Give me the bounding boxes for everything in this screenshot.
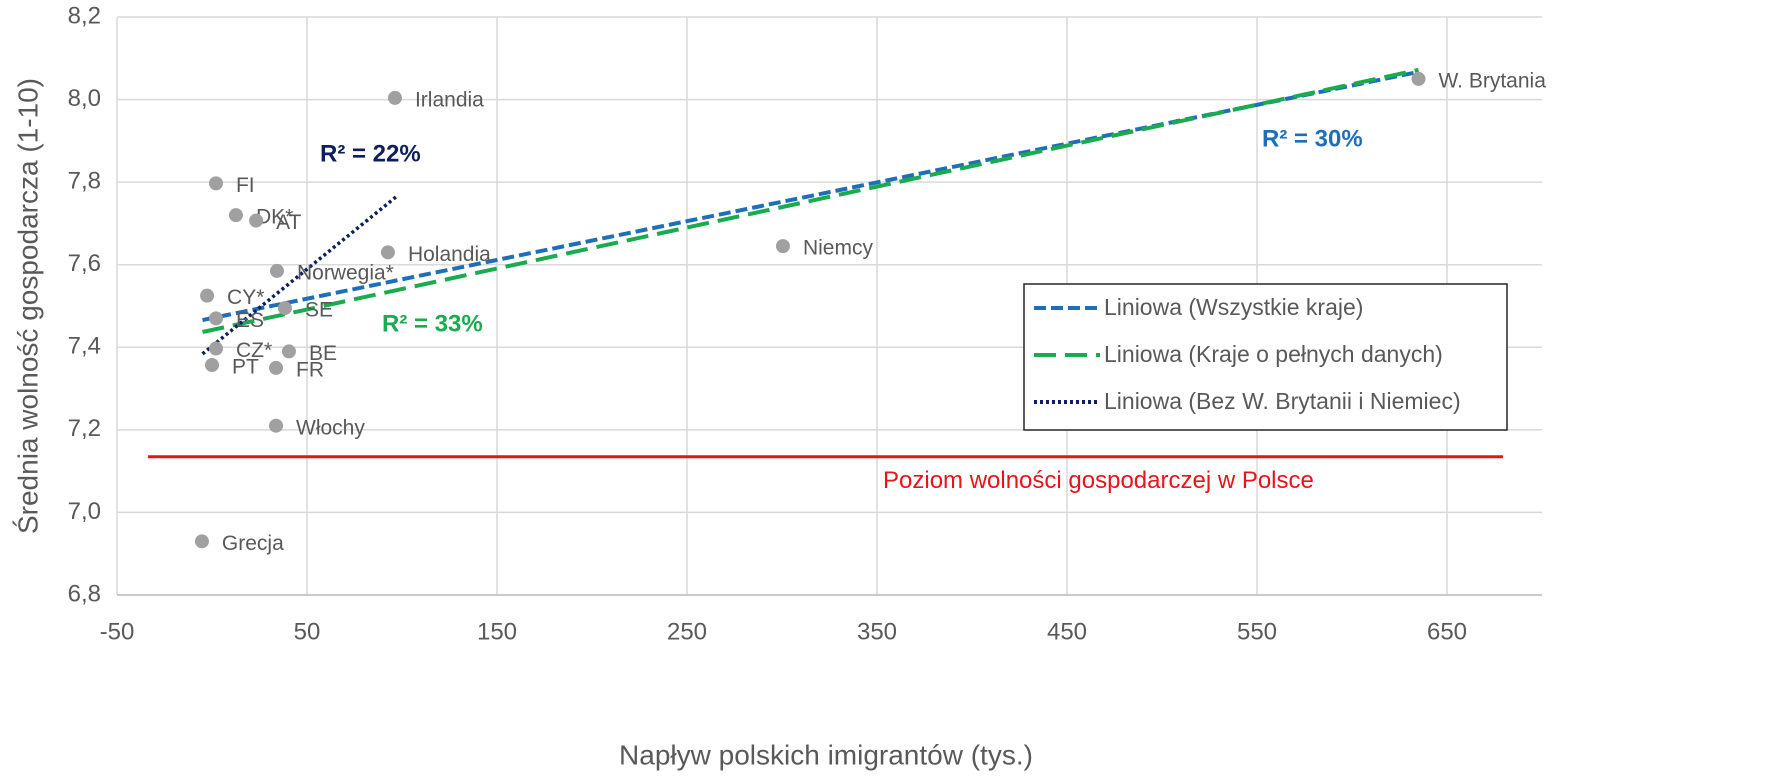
- x-axis-title: Napływ polskich imigrantów (tys.): [619, 739, 1033, 770]
- legend-label: Liniowa (Wszystkie kraje): [1104, 294, 1363, 320]
- x-tick-label: 150: [477, 618, 517, 645]
- y-axis-title: Średnia wolność gospodarcza (1-10): [11, 78, 43, 534]
- x-tick-label: 550: [1237, 618, 1277, 645]
- data-point: [200, 288, 215, 303]
- y-tick-label: 7,6: [68, 250, 101, 277]
- point-label: Niemcy: [803, 237, 874, 260]
- point-label: Włochy: [296, 416, 365, 439]
- legend-label: Liniowa (Kraje o pełnych danych): [1104, 341, 1443, 367]
- point-label: FR: [296, 358, 324, 381]
- y-tick-label: 8,0: [68, 85, 101, 112]
- y-tick-label: 8,2: [68, 2, 101, 29]
- point-label: DK*: [256, 206, 293, 229]
- point-label: FI: [236, 174, 255, 197]
- point-label: SE: [305, 299, 333, 322]
- data-point: [380, 245, 395, 260]
- data-point: [249, 213, 264, 228]
- x-tick-label: 650: [1427, 618, 1467, 645]
- trend-line: [202, 67, 1419, 334]
- trend-line: [202, 69, 1419, 322]
- data-point: [269, 418, 284, 433]
- data-point: [208, 176, 223, 191]
- data-point: [269, 360, 284, 375]
- legend-box: [1023, 283, 1508, 431]
- y-tick-label: 7,8: [68, 167, 101, 194]
- data-point: [277, 301, 292, 316]
- y-tick-label: 7,0: [68, 498, 101, 525]
- point-label: BE: [309, 342, 337, 365]
- y-tick-label: 6,8: [68, 580, 101, 607]
- x-tick-label: 450: [1047, 618, 1087, 645]
- point-label: ES: [236, 309, 264, 332]
- data-point: [269, 263, 284, 278]
- data-point: [208, 311, 223, 326]
- reference-label: Poziom wolności gospodarczej w Polsce: [883, 467, 1314, 494]
- point-label: W. Brytania: [1439, 69, 1547, 92]
- data-point: [194, 534, 209, 549]
- data-point: [208, 341, 223, 356]
- legend-label: Liniowa (Bez W. Brytanii i Niemiec): [1104, 388, 1461, 414]
- data-point: [775, 239, 790, 254]
- annotation: R² = 33%: [382, 310, 483, 337]
- point-label: Norwegia*: [297, 261, 394, 284]
- point-label: Irlandia: [415, 88, 484, 111]
- x-tick-label: 50: [294, 618, 321, 645]
- data-point: [281, 344, 296, 359]
- annotation: R² = 30%: [1262, 125, 1363, 152]
- x-tick-label: 350: [857, 618, 897, 645]
- annotation: R² = 22%: [320, 140, 421, 167]
- x-tick-label: 250: [667, 618, 707, 645]
- data-point: [205, 358, 219, 373]
- y-tick-label: 7,4: [68, 333, 101, 360]
- legend: Liniowa (Wszystkie kraje) Liniowa (Kraje …: [1023, 283, 1508, 431]
- point-label: Holandia: [408, 243, 491, 266]
- point-label: PT: [232, 356, 259, 379]
- point-label: CZ*: [236, 339, 272, 362]
- x-tick-label: -50: [100, 618, 135, 645]
- point-label: Grecja: [222, 532, 284, 555]
- y-tick-label: 7,2: [68, 415, 101, 442]
- point-label: AT: [276, 211, 301, 234]
- data-point: [228, 208, 243, 223]
- data-point: [1411, 71, 1426, 86]
- data-point: [387, 90, 402, 105]
- point-label: CY*: [227, 286, 264, 309]
